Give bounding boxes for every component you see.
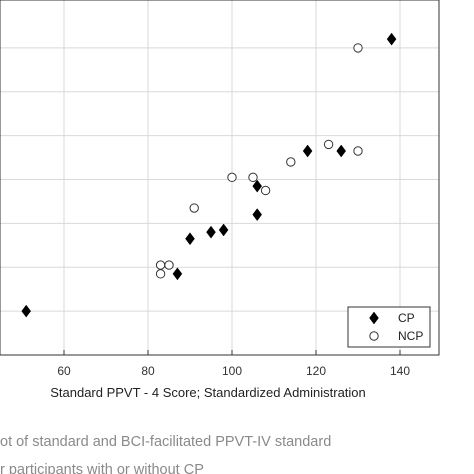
cp-point xyxy=(302,144,313,158)
legend-marker-cp xyxy=(369,311,379,325)
plot-frame xyxy=(0,0,440,356)
legend-marker-ncp xyxy=(369,331,379,341)
x-axis-label: Standard PPVT - 4 Score; Standardized Ad… xyxy=(50,385,366,400)
ncp-point xyxy=(155,260,166,270)
grid-lines xyxy=(0,0,439,355)
cp-point xyxy=(336,144,347,158)
ncp-point xyxy=(227,172,237,183)
ncp-point xyxy=(189,203,199,213)
cp-point xyxy=(206,225,216,239)
cp-point xyxy=(386,32,397,46)
x-tick-label: 80 xyxy=(141,364,155,378)
figure-caption-line-2: r participants with or without CP xyxy=(0,462,204,474)
legend: CP NCP xyxy=(347,306,431,348)
cp-point xyxy=(252,179,263,193)
x-tick-label: 120 xyxy=(306,364,326,378)
series-cp xyxy=(21,32,397,318)
ncp-point xyxy=(323,139,334,150)
figure-caption-line-1: ot of standard and BCI-facilitated PPVT-… xyxy=(0,434,332,450)
ncp-point xyxy=(260,185,271,196)
ncp-point xyxy=(353,43,363,53)
ncp-point xyxy=(248,172,258,183)
legend-label: CP xyxy=(398,311,415,325)
ncp-point xyxy=(164,260,174,270)
cp-point xyxy=(218,223,229,237)
ncp-point xyxy=(155,269,166,279)
data-points xyxy=(21,32,397,318)
legend-label: NCP xyxy=(398,329,423,343)
x-tick-label: 60 xyxy=(57,364,71,378)
cp-point xyxy=(21,304,32,318)
cp-point xyxy=(172,267,183,281)
x-axis-ticks: 60 80 100 120 140 xyxy=(57,350,410,378)
series-ncp xyxy=(155,43,363,279)
x-tick-label: 100 xyxy=(222,364,242,378)
ncp-point xyxy=(286,157,296,167)
cp-point xyxy=(185,232,195,246)
ncp-point xyxy=(353,146,363,156)
legend-box xyxy=(347,306,431,348)
cp-point xyxy=(252,208,263,222)
x-tick-label: 140 xyxy=(390,364,410,378)
